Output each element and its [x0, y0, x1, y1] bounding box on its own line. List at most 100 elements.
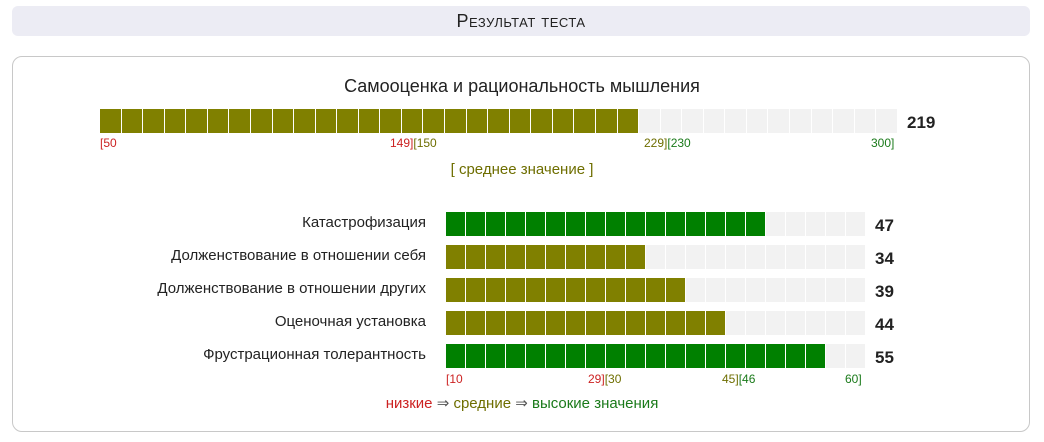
bar-segment: [446, 245, 466, 269]
sub-tick-low-start: [10: [446, 372, 463, 386]
bar-segment: [806, 278, 826, 302]
bar-segment: [586, 344, 606, 368]
bar-segment: [746, 344, 766, 368]
bar-segment: [315, 109, 338, 133]
bar-segment: [546, 278, 566, 302]
bar-segment: [466, 311, 486, 335]
bar-segment: [121, 109, 144, 133]
bar-segment: [446, 212, 466, 236]
bar-segment: [401, 109, 424, 133]
legend-high: высокие значения: [531, 395, 659, 412]
level-legend: низкие ⇒ средние ⇒ высокие значения: [0, 394, 1044, 412]
bar-segment: [686, 278, 706, 302]
bar-segment: [786, 245, 806, 269]
bar-segment: [506, 311, 526, 335]
bar-segment: [768, 109, 790, 133]
bar-segment: [826, 344, 846, 368]
bar-segment: [294, 109, 316, 133]
bar-segment: [726, 311, 746, 335]
bar-segment: [686, 245, 706, 269]
bar-segment: [726, 278, 746, 302]
bar-segment: [703, 109, 726, 133]
bar-segment: [546, 311, 566, 335]
bar-segment: [445, 109, 467, 133]
bar-segment: [380, 109, 402, 133]
bar-segment: [526, 344, 546, 368]
bar-segment: [229, 109, 251, 133]
bar-segment: [526, 278, 546, 302]
bar-segment: [466, 344, 486, 368]
bar-segment: [552, 109, 575, 133]
subscale-bar: [446, 245, 865, 269]
subscale-label: Фрустрационная толерантность: [203, 346, 426, 363]
bar-segment: [806, 311, 826, 335]
bar-segment: [833, 109, 855, 133]
bar-segment: [466, 212, 486, 236]
bar-segment: [574, 109, 596, 133]
bar-segment: [586, 212, 606, 236]
bar-segment: [706, 311, 726, 335]
bar-segment: [626, 278, 646, 302]
legend-mid: средние: [453, 395, 512, 412]
bar-segment: [746, 212, 766, 236]
bar-segment: [666, 344, 686, 368]
subscale-bar: [446, 212, 865, 236]
bar-segment: [606, 278, 626, 302]
bar-segment: [617, 109, 640, 133]
bar-segment: [337, 109, 359, 133]
bar-segment: [506, 212, 526, 236]
bar-segment: [706, 278, 726, 302]
subscale-value: 34: [875, 249, 894, 268]
bar-segment: [466, 109, 489, 133]
bar-segment: [746, 278, 766, 302]
bar-segment: [626, 245, 646, 269]
bar-segment: [726, 245, 746, 269]
main-tick-mid-high: 229][230: [644, 136, 691, 150]
bar-segment: [666, 212, 686, 236]
bar-segment: [766, 344, 786, 368]
main-tick-low-mid: 149][150: [390, 136, 437, 150]
bar-segment: [826, 212, 846, 236]
bar-segment: [606, 344, 626, 368]
bar-segment: [846, 212, 865, 236]
bar-segment: [646, 344, 666, 368]
bar-segment: [666, 311, 686, 335]
bar-segment: [766, 278, 786, 302]
bar-segment: [546, 245, 566, 269]
bar-segment: [509, 109, 532, 133]
bar-segment: [526, 311, 546, 335]
bar-segment: [826, 278, 846, 302]
subscale-value: 39: [875, 282, 894, 301]
bar-segment: [486, 212, 506, 236]
subscale-value: 55: [875, 348, 894, 367]
bar-segment: [786, 311, 806, 335]
bar-segment: [566, 212, 586, 236]
subscale-value: 47: [875, 216, 894, 235]
bar-segment: [766, 212, 786, 236]
bar-segment: [686, 311, 706, 335]
bar-segment: [100, 109, 122, 133]
bar-segment: [486, 311, 506, 335]
main-scale-bar: [100, 109, 897, 133]
bar-segment: [466, 278, 486, 302]
subscale-value: 44: [875, 315, 894, 334]
bar-segment: [488, 109, 510, 133]
sub-tick-high-end: 60]: [845, 372, 862, 386]
bar-segment: [486, 278, 506, 302]
bar-segment: [566, 311, 586, 335]
bar-segment: [626, 344, 646, 368]
bar-segment: [660, 109, 683, 133]
bar-segment: [586, 311, 606, 335]
subscale-bar: [446, 278, 865, 302]
bar-segment: [466, 245, 486, 269]
bar-segment: [746, 109, 769, 133]
bar-segment: [854, 109, 877, 133]
bar-segment: [143, 109, 165, 133]
bar-segment: [806, 344, 826, 368]
sub-tick-mid-high: 45][46: [722, 372, 756, 386]
bar-segment: [766, 245, 786, 269]
bar-segment: [526, 245, 546, 269]
bar-segment: [766, 311, 786, 335]
bar-segment: [846, 245, 865, 269]
bar-segment: [606, 245, 626, 269]
